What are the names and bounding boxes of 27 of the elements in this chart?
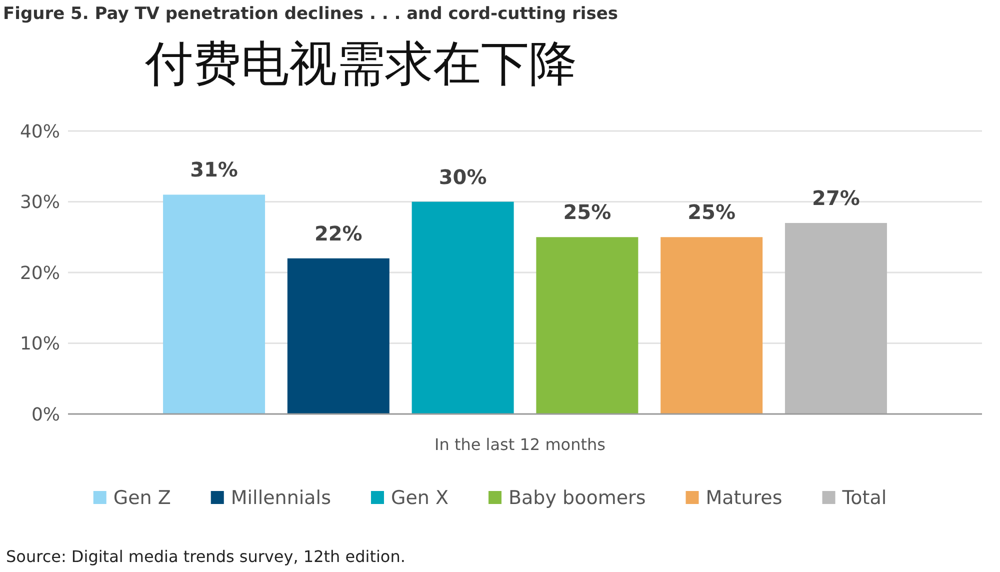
bar	[660, 237, 763, 414]
data-label: 31%	[190, 158, 238, 182]
bar	[536, 237, 638, 414]
data-label: 25%	[563, 200, 612, 224]
legend-label: Baby boomers	[508, 487, 646, 509]
x-tick-label: In the last 12 months	[434, 435, 606, 454]
y-tick-label: 0%	[31, 404, 60, 426]
chart-subtitle: 付费电视需求在下降	[144, 36, 577, 92]
bar	[163, 194, 266, 414]
source-note: Source: Digital media trends survey, 12th edition.	[6, 547, 406, 566]
legend-label: Total	[841, 487, 887, 509]
bar	[287, 258, 390, 414]
legend-label: Matures	[706, 487, 782, 509]
legend-label: Gen X	[390, 487, 448, 509]
y-tick-label: 40%	[20, 121, 60, 142]
bar	[412, 202, 514, 414]
data-label: 25%	[688, 200, 736, 224]
chart-title: Figure 5. Pay TV penetration declines . . . and cord-cutting rises	[3, 4, 618, 24]
data-label: 30%	[438, 164, 487, 189]
y-tick-label: 30%	[20, 192, 60, 214]
data-label: 27%	[812, 186, 860, 210]
y-tick-label: 10%	[20, 334, 60, 355]
bar	[784, 222, 887, 414]
legend-label: Gen Z	[113, 487, 171, 509]
legend-label: Millennials	[230, 487, 331, 509]
data-label: 22%	[314, 221, 362, 246]
y-tick-label: 20%	[20, 262, 60, 284]
